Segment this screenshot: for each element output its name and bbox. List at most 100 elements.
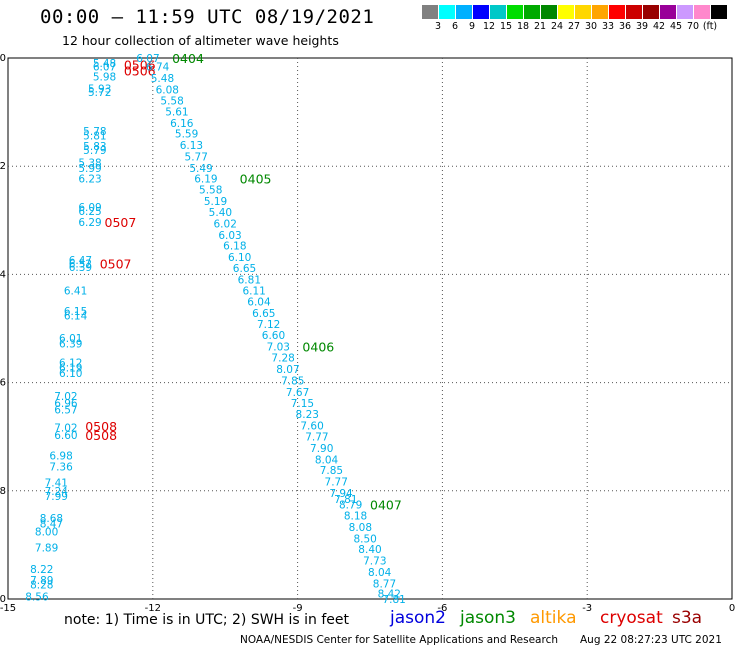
legend-label: 33 xyxy=(601,21,615,32)
wave-height-label: 5.78 xyxy=(83,126,106,138)
x-tick-label: -12 xyxy=(145,603,161,614)
pass-time-label: 0506 xyxy=(124,63,156,78)
wave-height-label: 8.50 xyxy=(353,533,376,545)
wave-height-label: 6.10 xyxy=(228,252,251,264)
pass-time-label: 0507 xyxy=(105,215,137,230)
legend-label: 30 xyxy=(584,21,598,32)
wave-height-label: 6.47 xyxy=(69,255,92,267)
satellite-label-s3a: s3a xyxy=(672,608,703,628)
wave-height-label: 6.60 xyxy=(262,330,285,342)
wave-height-label: 6.25 xyxy=(78,206,101,218)
legend-swatch xyxy=(609,5,625,19)
wave-height-label: 6.10 xyxy=(59,368,82,380)
wave-height-label: 7.99 xyxy=(45,491,68,503)
legend-label: 18 xyxy=(516,21,530,32)
legend-swatch xyxy=(422,5,438,19)
wave-height-label: 5.98 xyxy=(93,71,116,83)
wave-height-label: 6.81 xyxy=(238,274,261,286)
wave-height-label: 7.73 xyxy=(363,556,386,568)
wave-height-label: 6.60 xyxy=(54,430,77,442)
pass-time-label: 0407 xyxy=(370,497,402,512)
legend-label: 24 xyxy=(550,21,564,32)
wave-height-label: 6.02 xyxy=(214,219,237,231)
legend-label: (ft) xyxy=(702,21,718,32)
legend-label: 3 xyxy=(434,21,442,32)
wave-height-label: 8.04 xyxy=(368,567,392,579)
satellite-label-altika: altika xyxy=(530,608,577,628)
satellite-label-jason2: jason2 xyxy=(390,608,446,628)
wave-height-label: 7.15 xyxy=(291,398,314,410)
wave-height-label: 7.02 xyxy=(54,391,77,403)
wave-height-label: 6.01 xyxy=(59,333,82,345)
pass-time-label: 0506 xyxy=(124,57,156,72)
wave-height-label: 6.11 xyxy=(242,286,265,298)
wave-height-label: 6.65 xyxy=(233,263,256,275)
wave-height-label: 5.38 xyxy=(78,157,101,169)
legend-label: 45 xyxy=(669,21,683,32)
legend-swatch xyxy=(575,5,591,19)
wave-height-label: 6.19 xyxy=(194,174,217,186)
wave-height-label: 6.16 xyxy=(170,118,194,130)
wave-height-label: 7.67 xyxy=(286,387,309,399)
wave-height-label: 6.15 xyxy=(64,306,87,318)
x-tick-label: -15 xyxy=(0,603,16,614)
pass-time-label: 0404 xyxy=(172,51,204,66)
legend-swatch xyxy=(711,5,727,19)
wave-height-label: 7.41 xyxy=(45,478,68,490)
legend-swatch xyxy=(490,5,506,19)
wave-height-label: 8.08 xyxy=(349,522,372,534)
wave-height-label: 6.39 xyxy=(69,262,92,274)
wave-height-label: 6.13 xyxy=(180,140,203,152)
wave-height-label: 8.28 xyxy=(30,579,53,591)
wave-height-label: 8.18 xyxy=(344,511,367,523)
y-tick-label: 0 xyxy=(0,53,6,64)
pass-time-label: 0507 xyxy=(100,257,132,272)
wave-height-label: 6.98 xyxy=(49,451,72,463)
legend-label: 15 xyxy=(499,21,513,32)
wave-height-label: 5.19 xyxy=(204,196,227,208)
wave-height-label: 8.40 xyxy=(358,544,381,556)
wave-height-label: 7.77 xyxy=(325,477,348,489)
page-subtitle: 12 hour collection of altimeter wave hei… xyxy=(62,33,339,48)
legend-swatch xyxy=(507,5,523,19)
generated-timestamp: Aug 22 08:27:23 UTC 2021 xyxy=(580,634,722,646)
wave-height-label: 6.14 xyxy=(64,311,88,323)
pass-time-label: 0406 xyxy=(302,339,334,354)
legend-label: 12 xyxy=(482,21,496,32)
wave-height-label: 7.60 xyxy=(300,420,323,432)
wave-height-label: 8.77 xyxy=(373,578,396,590)
y-tick-label: -10 xyxy=(0,594,6,605)
wave-height-label: 8.42 xyxy=(378,589,401,601)
legend-label: 70 xyxy=(686,21,700,32)
legend-label: 27 xyxy=(567,21,581,32)
legend-swatch xyxy=(439,5,455,19)
wave-height-label: 8.79 xyxy=(339,499,362,511)
y-tick-label: -6 xyxy=(0,378,6,389)
wave-height-label: 5.79 xyxy=(83,145,106,157)
legend-label: 42 xyxy=(652,21,666,32)
wave-height-label: 6.07 xyxy=(93,62,116,74)
wave-height-label: 7.89 xyxy=(35,543,58,555)
wave-height-label: 7.90 xyxy=(310,443,333,455)
wave-height-label: 6.04 xyxy=(247,296,271,308)
legend-swatch xyxy=(473,5,489,19)
legend-label: 21 xyxy=(533,21,547,32)
legend-swatch xyxy=(524,5,540,19)
wave-height-label: 6.03 xyxy=(218,230,241,242)
legend-swatch xyxy=(694,5,710,19)
wave-height-label: 6.96 xyxy=(54,398,78,410)
wave-height-label: 8.68 xyxy=(40,513,63,525)
wave-height-label: 7.03 xyxy=(267,341,290,353)
wave-height-label: 7.36 xyxy=(49,461,73,473)
wave-height-label: 5.40 xyxy=(209,207,232,219)
wave-height-label: 6.74 xyxy=(146,62,170,74)
plot-frame xyxy=(7,57,733,600)
wave-height-label: 5.93 xyxy=(88,83,111,95)
wave-height-label: 8.04 xyxy=(315,454,339,466)
x-tick-label: -3 xyxy=(582,603,592,614)
wave-height-label: 6.23 xyxy=(78,174,101,186)
wave-height-label: 8.23 xyxy=(296,409,319,421)
wave-height-label: 8.07 xyxy=(276,364,299,376)
credit-line: NOAA/NESDIS Center for Satellite Applica… xyxy=(240,634,558,646)
